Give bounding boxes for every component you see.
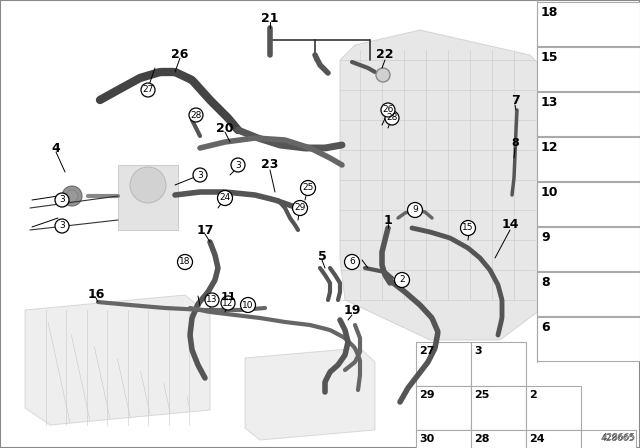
Bar (416, 342, 471, 386)
Text: 24: 24 (220, 194, 230, 202)
Text: 28: 28 (387, 113, 397, 122)
Bar (471, 386, 526, 430)
Bar (537, 272, 640, 316)
Polygon shape (340, 30, 540, 340)
Bar (537, 182, 640, 226)
Bar (526, 430, 581, 448)
Text: 12: 12 (541, 141, 559, 154)
Bar (537, 47, 640, 91)
Text: 15: 15 (462, 224, 474, 233)
Circle shape (221, 296, 235, 310)
Bar (537, 137, 640, 181)
Bar (537, 317, 640, 361)
Text: 3: 3 (474, 346, 482, 356)
Text: 18: 18 (179, 258, 191, 267)
Bar (537, 227, 640, 271)
Text: 13: 13 (541, 96, 558, 109)
Text: 6: 6 (541, 321, 550, 334)
Text: 13: 13 (206, 296, 218, 305)
Text: 26: 26 (382, 105, 394, 115)
Bar (537, 92, 640, 136)
Bar (416, 430, 471, 448)
Circle shape (66, 190, 78, 202)
Circle shape (385, 111, 399, 125)
Text: 9: 9 (541, 231, 550, 244)
Text: 25: 25 (474, 390, 490, 400)
Text: 27: 27 (142, 86, 154, 95)
Text: 8: 8 (541, 276, 550, 289)
Text: 20: 20 (216, 121, 234, 134)
Circle shape (231, 158, 245, 172)
Circle shape (177, 254, 193, 270)
Circle shape (381, 103, 395, 117)
Text: 12: 12 (222, 298, 234, 307)
Text: 22: 22 (376, 48, 394, 61)
Circle shape (292, 201, 307, 215)
Polygon shape (245, 348, 375, 440)
Text: 29: 29 (294, 203, 306, 212)
Text: 428665: 428665 (602, 433, 636, 442)
Circle shape (218, 190, 232, 206)
Text: 428665: 428665 (601, 434, 635, 443)
Circle shape (55, 193, 69, 207)
Text: 17: 17 (196, 224, 214, 237)
Circle shape (394, 272, 410, 288)
Bar (581, 430, 636, 448)
Circle shape (205, 293, 219, 307)
Text: 3: 3 (59, 195, 65, 204)
Circle shape (62, 186, 82, 206)
Text: 7: 7 (511, 94, 520, 107)
Circle shape (241, 297, 255, 313)
Text: 24: 24 (529, 434, 545, 444)
Text: 9: 9 (412, 206, 418, 215)
Polygon shape (25, 295, 210, 425)
Text: 1: 1 (383, 214, 392, 227)
Text: 27: 27 (419, 346, 435, 356)
Circle shape (461, 220, 476, 236)
Text: 15: 15 (541, 51, 559, 64)
Text: 28: 28 (474, 434, 490, 444)
Circle shape (55, 219, 69, 233)
Text: 2: 2 (399, 276, 405, 284)
Text: 11: 11 (220, 292, 236, 302)
Text: 10: 10 (243, 301, 253, 310)
Text: 6: 6 (349, 258, 355, 267)
Text: 3: 3 (197, 171, 203, 180)
Text: 18: 18 (541, 6, 558, 19)
Bar (416, 386, 471, 430)
Text: 5: 5 (317, 250, 326, 263)
Text: 26: 26 (172, 47, 189, 60)
Text: 16: 16 (87, 288, 105, 301)
Text: 21: 21 (261, 12, 279, 25)
Circle shape (408, 202, 422, 217)
Circle shape (344, 254, 360, 270)
Circle shape (376, 68, 390, 82)
Text: 2: 2 (529, 390, 537, 400)
Text: 30: 30 (419, 434, 435, 444)
Text: 4: 4 (52, 142, 60, 155)
Text: 3: 3 (235, 160, 241, 169)
Text: 25: 25 (302, 184, 314, 193)
Text: 10: 10 (541, 186, 559, 199)
Bar (471, 430, 526, 448)
Text: 29: 29 (419, 390, 435, 400)
Bar (118, 165, 178, 230)
Bar (471, 342, 526, 386)
Bar (537, 2, 640, 46)
Text: 23: 23 (261, 159, 278, 172)
Text: 19: 19 (343, 303, 361, 316)
Circle shape (130, 167, 166, 203)
Text: 14: 14 (501, 219, 519, 232)
Text: 3: 3 (59, 221, 65, 231)
Bar (526, 386, 581, 430)
Circle shape (301, 181, 316, 195)
Circle shape (141, 83, 155, 97)
Circle shape (189, 108, 203, 122)
Text: 8: 8 (511, 138, 519, 148)
Circle shape (193, 168, 207, 182)
Text: 28: 28 (190, 111, 202, 120)
